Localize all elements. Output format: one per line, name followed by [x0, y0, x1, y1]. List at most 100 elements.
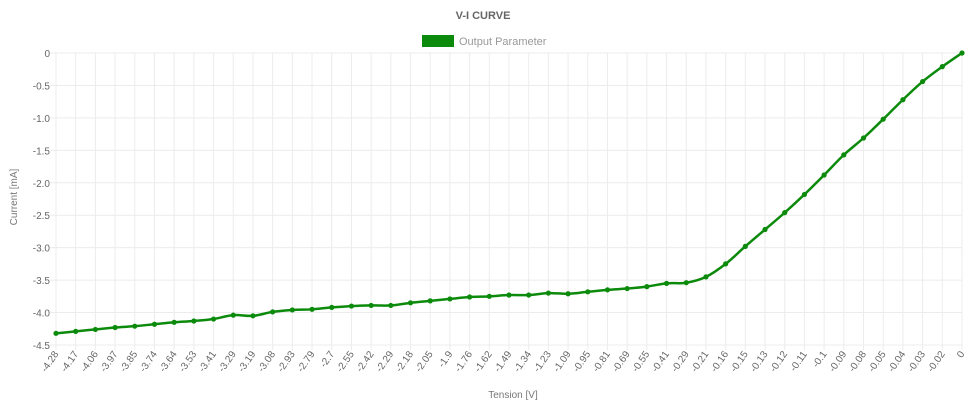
data-point[interactable] — [782, 210, 788, 216]
x-tick-label: -0.12 — [768, 349, 790, 374]
data-point[interactable] — [309, 306, 315, 312]
data-point[interactable] — [368, 302, 374, 309]
x-tick-label: -2.93 — [276, 349, 298, 374]
x-tick-label: -3.85 — [118, 349, 140, 374]
data-point[interactable] — [841, 152, 847, 158]
x-tick-label: -0.55 — [630, 349, 652, 374]
y-axis-title: Current [mA] — [9, 168, 20, 225]
y-tick-label: -2.0 — [33, 179, 51, 190]
x-axis-title: Tension [V] — [488, 390, 538, 401]
data-point[interactable] — [151, 321, 158, 327]
data-point[interactable] — [210, 316, 217, 322]
x-tick-label: -3.19 — [236, 349, 258, 374]
y-tick-label: -0.5 — [33, 81, 51, 92]
x-tick-label: -2.42 — [355, 349, 377, 374]
data-point[interactable] — [407, 300, 414, 306]
data-point[interactable] — [171, 319, 177, 325]
data-point[interactable] — [250, 313, 256, 319]
data-point[interactable] — [604, 287, 611, 293]
y-tick-label: -3.0 — [33, 244, 51, 255]
x-tick-label: -1.09 — [551, 349, 573, 374]
x-tick-label: -3.53 — [177, 349, 199, 374]
data-point[interactable] — [73, 328, 79, 334]
x-tick-label: -0.81 — [591, 349, 613, 374]
data-point[interactable] — [545, 290, 551, 296]
x-tick-label: -0.11 — [788, 349, 810, 374]
legend[interactable]: Output Parameter — [422, 35, 547, 48]
data-point[interactable] — [348, 303, 355, 309]
x-axis-ticks: -4.28-4.17-4.06-3.97-3.85-3.74-3.64-3.53… — [39, 349, 966, 374]
x-tick-label: -0.16 — [709, 349, 731, 374]
data-point[interactable] — [742, 243, 748, 249]
data-point[interactable] — [447, 296, 453, 302]
x-tick-label: -1.76 — [453, 349, 475, 374]
x-tick-label: -0.29 — [670, 349, 692, 374]
x-tick-label: -2.79 — [295, 349, 317, 374]
x-tick-label: -3.97 — [98, 349, 120, 374]
x-tick-label: -0.09 — [827, 349, 849, 374]
y-tick-label: -2.5 — [33, 211, 51, 222]
grid — [50, 52, 963, 350]
data-point[interactable] — [53, 330, 59, 336]
data-point[interactable] — [723, 261, 729, 267]
data-point[interactable] — [486, 293, 492, 299]
data-point[interactable] — [880, 116, 886, 122]
data-point[interactable] — [191, 318, 197, 324]
data-point[interactable] — [289, 307, 295, 313]
data-point[interactable] — [801, 191, 808, 198]
x-tick-label: -0.05 — [867, 349, 889, 374]
data-point[interactable] — [920, 78, 926, 85]
x-tick-label: -1.62 — [473, 349, 495, 374]
x-tick-label: -4.17 — [59, 349, 81, 374]
data-point[interactable] — [565, 291, 571, 297]
data-point[interactable] — [939, 64, 945, 70]
y-tick-label: 0 — [44, 49, 50, 60]
data-point[interactable] — [762, 226, 768, 233]
data-point[interactable] — [388, 302, 394, 309]
data-point[interactable] — [683, 280, 689, 286]
y-axis-ticks: 0 -0.5 -1.0 -1.5 -2.0 -2.5 -3.0 -3.5 -4.0 -4.5 — [33, 49, 51, 352]
x-tick-label: -0.03 — [906, 349, 928, 374]
x-tick-label: -0.15 — [729, 349, 751, 374]
data-point[interactable] — [506, 292, 512, 298]
y-tick-label: -4.0 — [33, 309, 51, 320]
x-tick-label: -3.64 — [158, 349, 180, 374]
x-tick-label: -0.04 — [886, 349, 908, 374]
data-point[interactable] — [270, 309, 276, 315]
series-output-parameter — [53, 50, 965, 336]
x-tick-label: -0.95 — [571, 349, 593, 374]
data-point[interactable] — [526, 292, 532, 298]
data-point[interactable] — [132, 323, 138, 329]
x-tick-label: -0.41 — [650, 349, 672, 374]
y-tick-label: -3.5 — [33, 276, 51, 287]
x-tick-label: -2.29 — [374, 349, 396, 374]
data-point[interactable] — [467, 294, 473, 300]
x-tick-label: -4.06 — [79, 349, 101, 374]
y-tick-label: -4.5 — [33, 341, 51, 352]
data-point[interactable] — [112, 324, 118, 331]
data-point[interactable] — [230, 312, 236, 318]
x-tick-label: 0 — [955, 349, 966, 360]
data-point[interactable] — [644, 284, 650, 290]
data-point[interactable] — [427, 298, 433, 304]
y-tick-label: -1.0 — [33, 114, 51, 125]
x-tick-label: -0.02 — [926, 349, 948, 374]
data-point[interactable] — [329, 304, 335, 310]
data-point[interactable] — [900, 97, 906, 103]
x-tick-label: -1.23 — [532, 349, 554, 374]
y-tick-label: -1.5 — [33, 146, 51, 157]
x-tick-label: -3.74 — [138, 349, 160, 374]
data-point[interactable] — [821, 172, 827, 178]
data-point[interactable] — [860, 135, 867, 141]
x-tick-label: -0.21 — [689, 349, 711, 374]
data-point[interactable] — [663, 280, 670, 286]
data-point[interactable] — [92, 326, 98, 333]
data-point[interactable] — [624, 285, 630, 292]
x-tick-label: -3.08 — [256, 349, 278, 374]
data-point[interactable] — [703, 274, 709, 280]
data-point[interactable] — [585, 289, 591, 295]
chart-title: V-I CURVE — [456, 10, 511, 22]
x-tick-label: -2.05 — [414, 349, 436, 374]
data-point[interactable] — [959, 50, 965, 56]
